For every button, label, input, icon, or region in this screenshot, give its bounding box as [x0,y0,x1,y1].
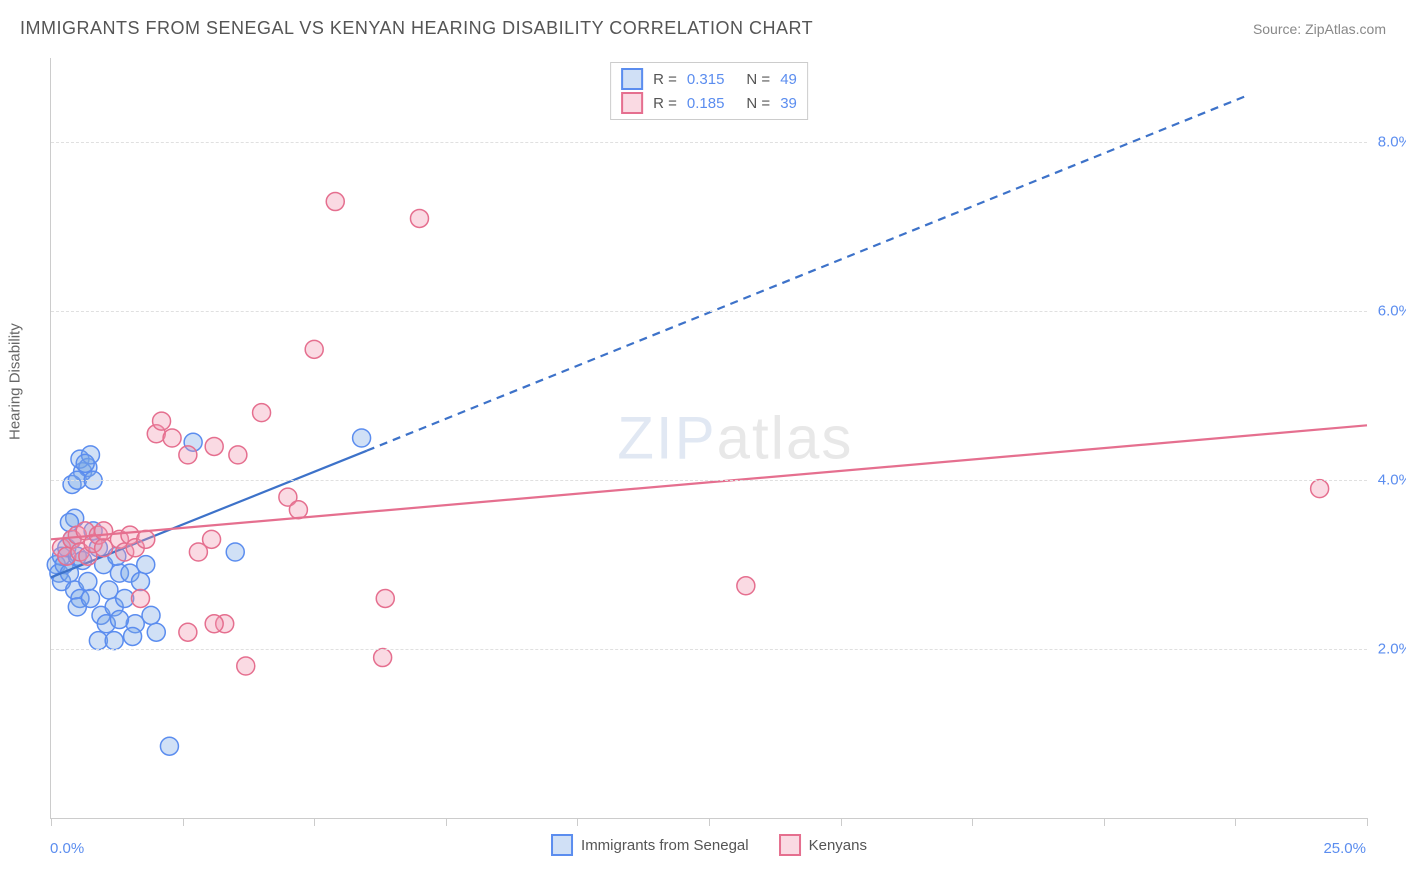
legend-n-label: N = [746,71,770,88]
legend-series-item: Immigrants from Senegal [551,834,749,856]
data-point [163,429,181,447]
x-tick [1235,818,1236,826]
chart-svg [51,58,1367,818]
x-tick [1367,818,1368,826]
trend-line [51,451,367,578]
x-axis-min-label: 0.0% [50,840,84,857]
data-point [147,623,165,641]
data-point [289,501,307,519]
data-point [110,611,128,629]
data-point [203,530,221,548]
data-point [131,573,149,591]
y-tick-label: 8.0% [1378,134,1406,151]
data-point [142,606,160,624]
gridline [51,311,1367,312]
x-tick [183,818,184,826]
legend-n-label: N = [746,95,770,112]
legend-series: Immigrants from Senegal Kenyans [551,834,867,856]
data-point [226,543,244,561]
x-tick [446,818,447,826]
x-tick [51,818,52,826]
x-tick [1104,818,1105,826]
legend-n-value: 49 [780,71,797,88]
data-point [124,627,142,645]
legend-stats: R = 0.315 N = 49 R = 0.185 N = 39 [610,62,808,120]
data-point [326,193,344,211]
data-point [81,589,99,607]
data-point [237,657,255,675]
legend-r-label: R = [653,95,677,112]
gridline [51,649,1367,650]
legend-swatch [621,68,643,90]
legend-series-item: Kenyans [779,834,867,856]
legend-n-value: 39 [780,95,797,112]
x-tick [314,818,315,826]
data-point [353,429,371,447]
legend-swatch [621,92,643,114]
data-point [76,454,94,472]
legend-r-label: R = [653,71,677,88]
data-point [374,649,392,667]
y-tick-label: 6.0% [1378,303,1406,320]
y-tick-label: 2.0% [1378,641,1406,658]
x-tick [972,818,973,826]
data-point [179,446,197,464]
data-point [179,623,197,641]
data-point [137,556,155,574]
trend-line [51,425,1367,539]
data-point [253,404,271,422]
data-point [229,446,247,464]
data-point [160,737,178,755]
chart-title: IMMIGRANTS FROM SENEGAL VS KENYAN HEARIN… [20,18,813,39]
legend-r-value: 0.185 [687,95,725,112]
y-tick-label: 4.0% [1378,472,1406,489]
legend-swatch [551,834,573,856]
x-axis-max-label: 25.0% [1323,840,1366,857]
plot-area: ZIPatlas R = 0.315N = 49R = 0.185N = 39 … [50,58,1367,819]
y-axis-title: Hearing Disability [7,323,24,440]
x-tick [709,818,710,826]
legend-series-label: Kenyans [809,837,867,854]
data-point [737,577,755,595]
data-point [131,589,149,607]
data-point [205,437,223,455]
source-label: Source: ZipAtlas.com [1253,21,1386,37]
gridline [51,142,1367,143]
legend-swatch [779,834,801,856]
x-tick [841,818,842,826]
data-point [410,209,428,227]
gridline [51,480,1367,481]
x-tick [577,818,578,826]
data-point [137,530,155,548]
data-point [1311,480,1329,498]
data-point [376,589,394,607]
data-point [205,615,223,633]
data-point [305,340,323,358]
data-point [153,412,171,430]
legend-stat-row: R = 0.315 N = 49 [621,67,797,91]
data-point [79,573,97,591]
legend-r-value: 0.315 [687,71,725,88]
trend-line-dashed [367,96,1246,451]
data-point [105,632,123,650]
legend-series-label: Immigrants from Senegal [581,837,749,854]
legend-stat-row: R = 0.185 N = 39 [621,91,797,115]
